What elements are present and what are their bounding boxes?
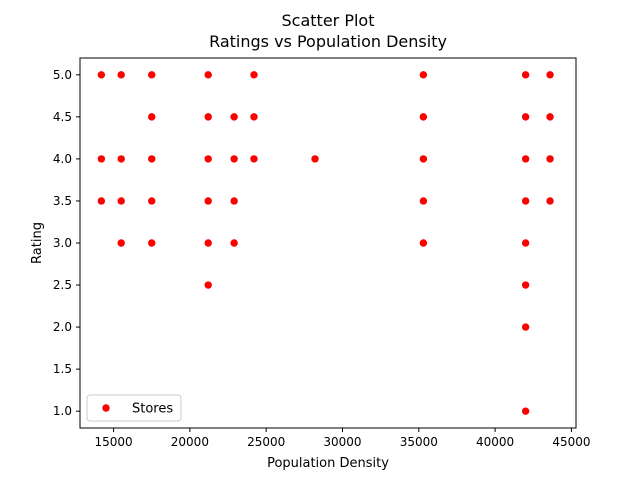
data-point: [419, 71, 428, 79]
data-point: [521, 155, 530, 163]
data-point: [97, 197, 106, 205]
y-axis-label: Rating: [30, 222, 45, 264]
data-point: [117, 239, 125, 247]
data-point: [204, 197, 212, 205]
data-point: [97, 155, 106, 163]
data-point: [148, 71, 156, 79]
data-point: [419, 155, 428, 163]
y-tick-label: 1.5: [53, 362, 72, 376]
x-tick-label: 15000: [94, 435, 132, 449]
data-point: [546, 155, 554, 163]
y-tick-label: 3.0: [53, 236, 72, 250]
chart-title-block: Scatter Plot Ratings vs Population Densi…: [80, 10, 576, 52]
data-point: [419, 239, 428, 247]
data-point: [546, 113, 554, 121]
data-point: [311, 155, 319, 163]
y-tick-label: 5.0: [53, 68, 72, 82]
data-point: [419, 197, 428, 205]
data-point: [204, 113, 212, 121]
data-point: [148, 197, 156, 205]
y-tick-label: 4.5: [53, 110, 72, 124]
data-point: [250, 113, 258, 121]
y-tick-label: 1.0: [53, 404, 72, 418]
x-tick-label: 35000: [400, 435, 438, 449]
data-point: [117, 155, 125, 163]
y-tick-label: 2.0: [53, 320, 72, 334]
x-axis-label: Population Density: [267, 456, 389, 471]
x-tick-label: 40000: [476, 435, 514, 449]
y-axis-ticks: 1.0 1.5 2.0 2.5 3.0 3.5 4.0 4.5 5.0: [53, 68, 80, 418]
data-point: [148, 113, 156, 121]
data-point: [521, 71, 530, 79]
chart-title: Scatter Plot: [281, 11, 375, 30]
data-point: [204, 239, 212, 247]
x-tick-label: 45000: [552, 435, 590, 449]
data-point: [230, 197, 238, 205]
data-point: [204, 155, 212, 163]
chart-subtitle: Ratings vs Population Density: [209, 32, 447, 51]
x-tick-label: 25000: [247, 435, 285, 449]
data-point: [521, 407, 530, 415]
x-tick-label: 20000: [171, 435, 209, 449]
legend-frame: [86, 394, 182, 422]
data-point: [230, 239, 238, 247]
data-points: [97, 71, 554, 415]
data-point: [97, 71, 106, 79]
data-point: [250, 155, 258, 163]
data-point: [546, 197, 554, 205]
y-tick-label: 3.5: [53, 194, 72, 208]
data-point: [419, 113, 428, 121]
data-point: [546, 71, 554, 79]
data-point: [204, 281, 212, 289]
x-tick-label: 30000: [323, 435, 361, 449]
data-point: [521, 113, 530, 121]
data-point: [521, 197, 530, 205]
y-tick-label: 2.5: [53, 278, 72, 292]
x-axis-ticks: 15000 20000 25000 30000 35000 40000 45000: [94, 428, 591, 449]
data-point: [204, 71, 212, 79]
data-point: [521, 323, 530, 331]
data-point: [250, 71, 258, 79]
data-point: [230, 113, 238, 121]
legend: Stores: [86, 394, 182, 422]
y-tick-label: 4.0: [53, 152, 72, 166]
legend-label: Stores: [132, 402, 173, 417]
data-point: [230, 155, 238, 163]
data-point: [117, 71, 125, 79]
data-point: [148, 155, 156, 163]
data-point: [521, 281, 530, 289]
data-point: [148, 239, 156, 247]
data-point: [117, 197, 125, 205]
legend-marker: [102, 404, 110, 412]
data-point: [521, 239, 530, 247]
